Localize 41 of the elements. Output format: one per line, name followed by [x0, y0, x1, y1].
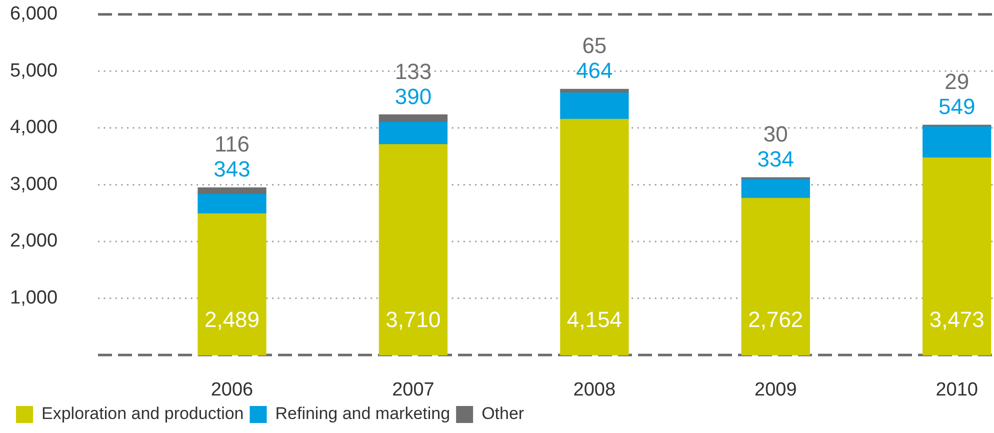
data-label: 133	[394, 58, 432, 84]
data-label: 2,489	[204, 307, 260, 332]
data-label: 116	[214, 132, 250, 157]
x-tick-label: 2010	[936, 380, 978, 401]
y-tick-label: 5,000	[10, 60, 58, 82]
data-label: 464	[576, 58, 613, 84]
x-tick-label: 2008	[573, 380, 616, 401]
y-tick-label: 1,000	[10, 287, 58, 308]
bar	[378, 122, 448, 145]
data-label: 29	[944, 69, 970, 94]
bar	[378, 114, 448, 123]
data-label: 2,762	[748, 307, 804, 332]
data-label: 65	[582, 33, 607, 58]
data-label: 3,710	[386, 307, 441, 332]
legend-label: Other	[482, 404, 524, 424]
y-tick-label: 2,000	[10, 230, 58, 252]
data-label: 334	[757, 146, 794, 172]
x-tick-label: 2006	[210, 380, 254, 401]
data-label: 549	[938, 94, 976, 120]
bar	[741, 198, 810, 356]
data-label: 390	[394, 84, 432, 109]
legend-label: Exploration and production	[42, 404, 244, 424]
y-tick-label: 3,000	[10, 174, 58, 195]
bar	[198, 187, 266, 195]
bar	[560, 118, 629, 356]
y-tick-label: 4,000	[10, 117, 58, 138]
bar	[560, 92, 629, 120]
data-label: 3,473	[929, 307, 984, 332]
legend-label: Refining and marketing	[275, 404, 450, 424]
bar	[198, 213, 266, 356]
bar	[922, 126, 992, 158]
bar	[922, 158, 992, 356]
data-label: 30	[763, 122, 788, 147]
x-tick-label: 2007	[392, 380, 434, 401]
bar	[198, 194, 266, 214]
x-tick-label: 2009	[754, 380, 797, 401]
bar	[378, 144, 448, 356]
y-tick-label: 6,000	[10, 4, 58, 25]
bar	[741, 178, 810, 199]
data-label: 4,154	[566, 307, 622, 332]
data-label: 343	[214, 156, 250, 182]
